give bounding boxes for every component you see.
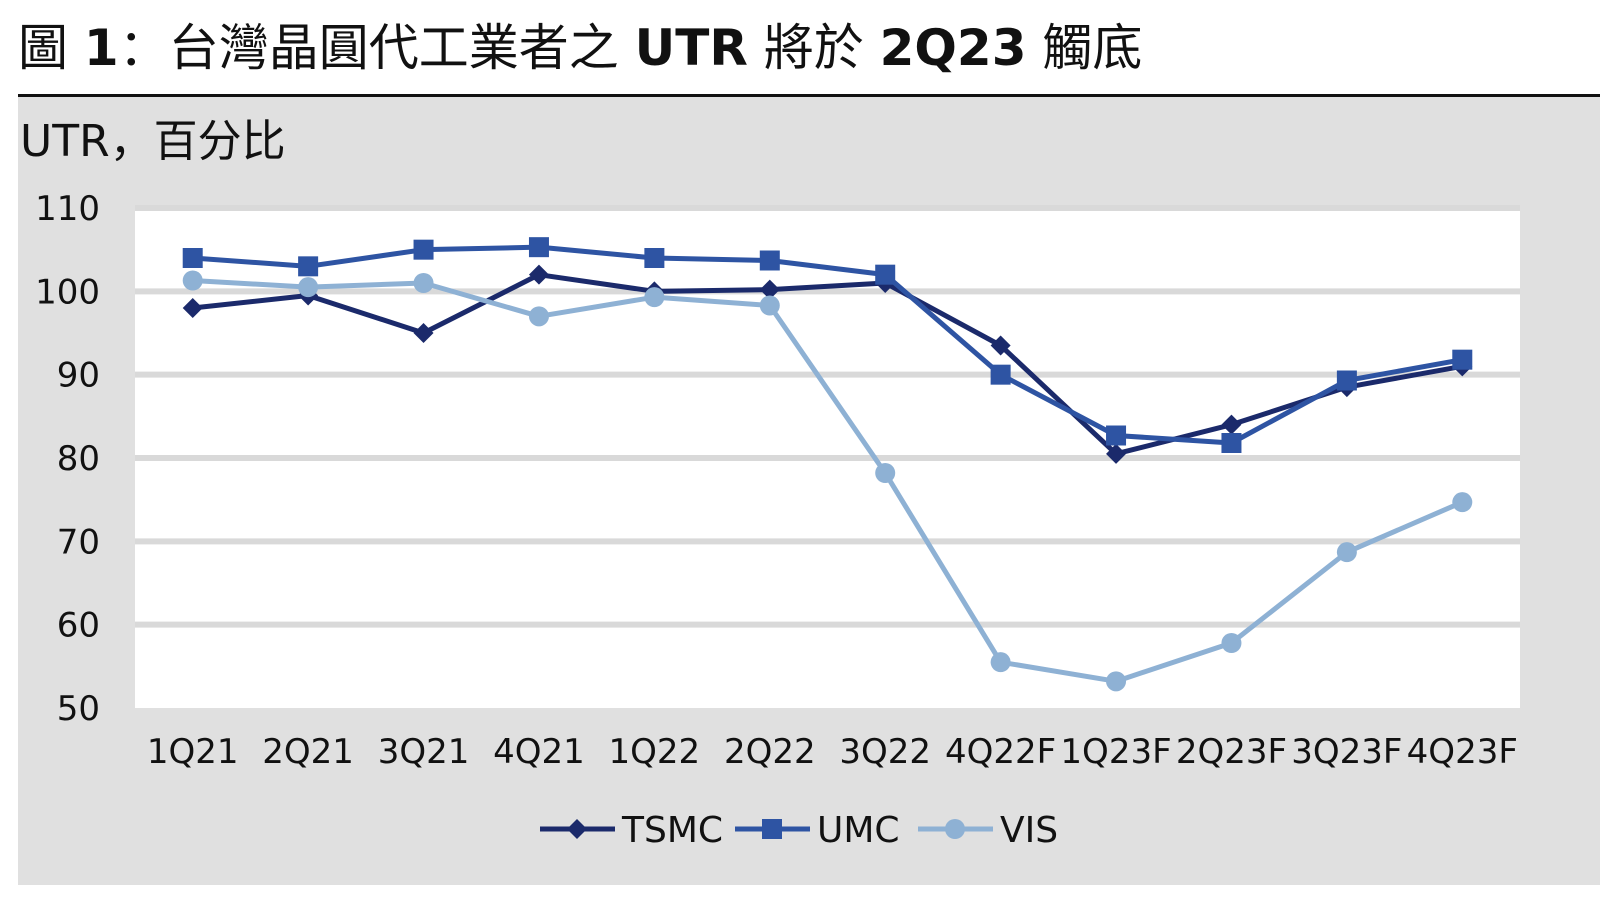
x-tick-label: 2Q22 xyxy=(724,732,816,772)
data-point-umc xyxy=(1452,349,1473,370)
data-point-tsmc xyxy=(1106,443,1127,464)
data-point-vis xyxy=(528,306,549,327)
figure-title: 圖 1：台灣晶圓代工業者之 UTR 將於 2Q23 觸底 xyxy=(18,8,1142,88)
figure-label: 圖 xyxy=(18,19,68,77)
data-point-vis xyxy=(644,287,665,308)
data-point-vis xyxy=(298,277,319,298)
data-point-umc xyxy=(1336,370,1357,391)
x-tick-label: 1Q23F xyxy=(1060,732,1171,772)
x-tick-label: 2Q23F xyxy=(1176,732,1287,772)
x-tick-label: 3Q22 xyxy=(839,732,931,772)
data-point-umc xyxy=(759,250,780,271)
x-tick-label: 1Q22 xyxy=(609,732,701,772)
data-point-umc xyxy=(1221,433,1242,453)
data-point-tsmc xyxy=(182,298,203,318)
data-point-vis xyxy=(413,273,434,293)
x-tick-label: 4Q22F xyxy=(945,732,1056,772)
data-point-umc xyxy=(528,237,549,258)
data-point-umc xyxy=(990,364,1011,385)
data-point-umc xyxy=(182,248,203,268)
data-point-vis xyxy=(182,270,203,291)
title-quarter: 2Q23 xyxy=(879,19,1027,77)
data-point-vis xyxy=(1452,492,1473,513)
legend-marker-tsmc xyxy=(567,819,587,839)
figure-number: 1 xyxy=(83,19,119,77)
title-end: 觸底 xyxy=(1042,19,1143,77)
data-point-vis xyxy=(1106,671,1127,692)
x-tick-label: 4Q23F xyxy=(1407,732,1518,772)
data-point-umc xyxy=(413,239,434,260)
data-point-umc xyxy=(1106,425,1127,446)
legend-label-vis: VIS xyxy=(1000,810,1058,851)
series-line-umc xyxy=(192,244,1463,446)
title-colon: ： xyxy=(118,19,169,77)
data-point-umc xyxy=(644,248,665,268)
legend-label-tsmc: TSMC xyxy=(621,810,723,851)
y-axis-unit-label: UTR，百分比 xyxy=(20,116,286,167)
legend-marker-umc xyxy=(762,819,782,839)
data-point-vis xyxy=(1221,633,1242,653)
legend-marker-vis xyxy=(945,819,965,839)
y-tick-label: 50 xyxy=(57,689,100,729)
legend-label-umc: UMC xyxy=(817,810,900,851)
data-point-tsmc xyxy=(990,335,1011,356)
y-tick-label: 90 xyxy=(57,356,100,396)
y-tick-label: 70 xyxy=(57,522,100,562)
data-point-vis xyxy=(875,463,896,483)
series-line-vis xyxy=(192,278,1464,684)
series-line-tsmc xyxy=(192,272,1463,457)
x-tick-label: 2Q21 xyxy=(262,732,354,772)
data-point-tsmc xyxy=(759,279,780,300)
data-point-tsmc xyxy=(413,323,434,343)
data-point-tsmc xyxy=(1221,414,1242,435)
y-tick-label: 100 xyxy=(35,272,100,312)
title-rule xyxy=(18,94,1600,97)
data-point-tsmc xyxy=(528,264,549,285)
data-point-vis xyxy=(759,295,780,316)
y-tick-label: 110 xyxy=(35,189,100,229)
title-mid: 將於 xyxy=(763,19,864,77)
x-tick-label: 1Q21 xyxy=(147,732,239,772)
data-point-umc xyxy=(298,256,319,277)
title-text: 台灣晶圓代工業者之 xyxy=(168,19,619,77)
y-tick-label: 60 xyxy=(57,606,100,646)
x-tick-label: 3Q23F xyxy=(1291,732,1402,772)
x-tick-label: 3Q21 xyxy=(378,732,470,772)
data-point-vis xyxy=(990,652,1011,673)
data-point-umc xyxy=(875,264,896,285)
title-utr: UTR xyxy=(634,19,748,77)
data-point-vis xyxy=(1336,542,1357,563)
y-tick-label: 80 xyxy=(57,439,100,479)
x-tick-label: 4Q21 xyxy=(493,732,585,772)
